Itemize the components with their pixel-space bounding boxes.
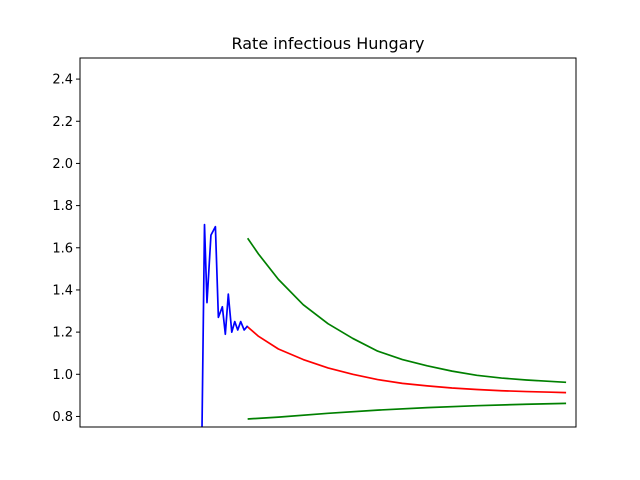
series-line-2: [247, 326, 567, 394]
series-line-4: [247, 402, 567, 420]
chart-title: Rate infectious Hungary: [231, 34, 424, 53]
series-line-3: [246, 237, 567, 384]
axes-frame: [79, 57, 577, 428]
y-tick-label: 2.2: [52, 115, 73, 130]
y-tick-label: 1.4: [52, 283, 73, 298]
y-tick-label: 0.8: [52, 410, 73, 425]
y-tick-label: 1.6: [52, 241, 73, 256]
y-tick-label: 1.0: [52, 368, 73, 383]
y-tick-label: 1.8: [52, 199, 73, 214]
y-tick-label: 2.4: [52, 73, 73, 88]
y-tick-label: 1.2: [52, 326, 73, 341]
series-line-1: [201, 223, 249, 427]
y-tick-label: 2.0: [52, 157, 73, 172]
